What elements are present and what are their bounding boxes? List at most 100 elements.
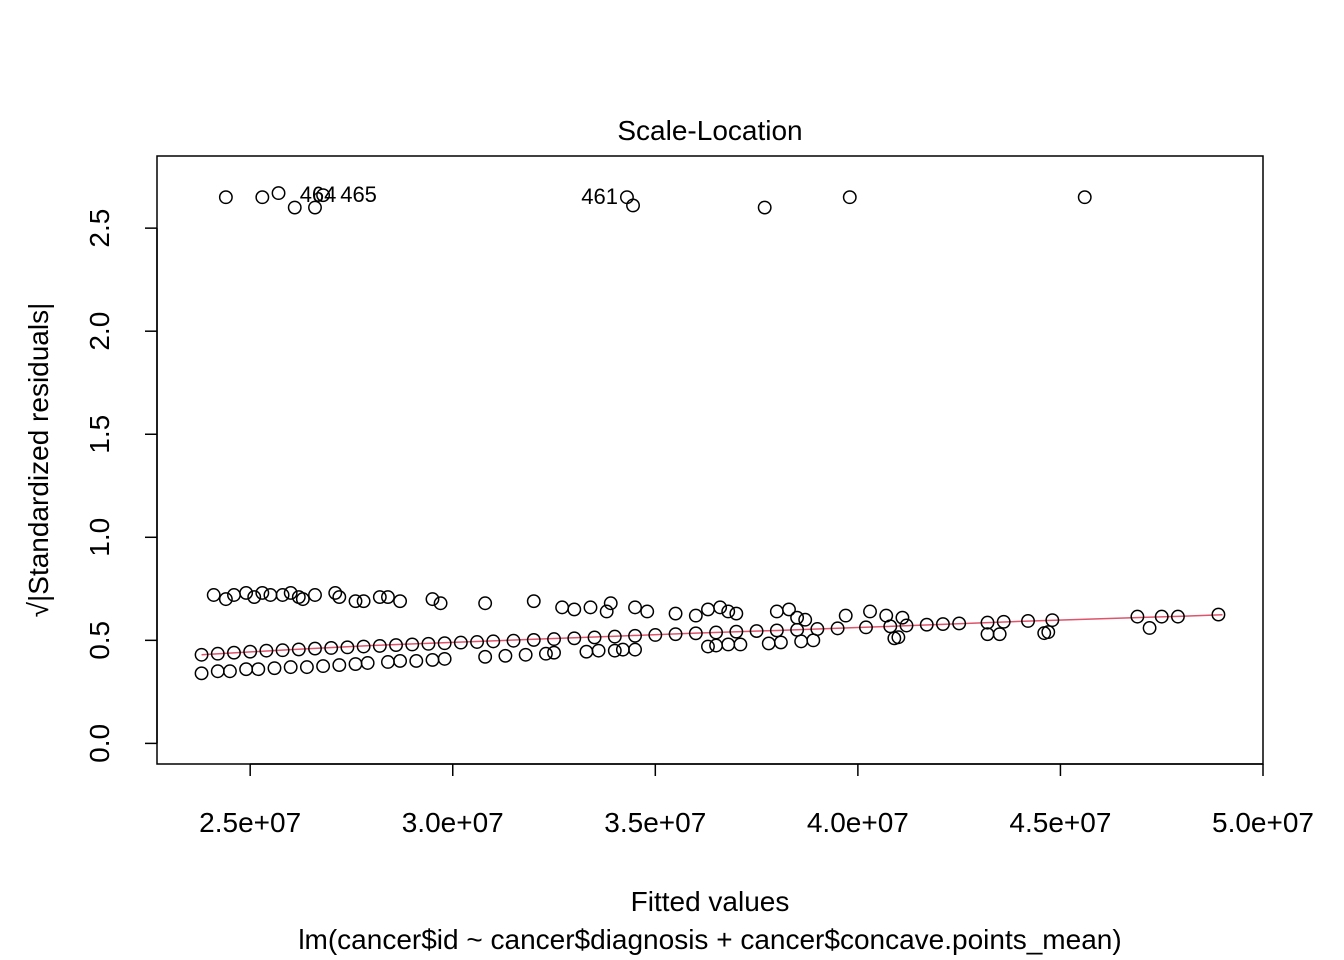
data-point (405, 637, 420, 652)
x-axis-label: Fitted values (631, 886, 790, 917)
data-point (372, 590, 387, 605)
data-point (526, 632, 541, 647)
data-point (478, 596, 493, 611)
data-point (980, 615, 995, 630)
data-point (996, 614, 1011, 629)
data-point (538, 646, 553, 661)
data-point (324, 641, 339, 655)
data-point (271, 186, 286, 201)
data-point (607, 629, 622, 644)
data-point (409, 653, 424, 668)
data-point (769, 623, 784, 638)
data-point (393, 594, 408, 609)
data-point (255, 190, 270, 205)
data-point (299, 660, 314, 675)
data-point (547, 645, 561, 660)
data-point (316, 188, 331, 203)
y-tick-label: 0.5 (84, 621, 115, 660)
data-point (599, 604, 614, 619)
data-point (348, 594, 363, 609)
data-point (591, 643, 606, 658)
data-point (668, 627, 683, 642)
data-point (283, 660, 298, 675)
data-point (701, 639, 715, 654)
data-point (992, 627, 1007, 642)
data-point (210, 646, 225, 661)
data-point (806, 633, 821, 648)
data-point (883, 619, 898, 634)
data-point (194, 666, 209, 681)
data-point (607, 643, 622, 658)
data-point (506, 633, 521, 648)
data-point (259, 643, 274, 658)
y-tick-label: 0.0 (84, 724, 115, 763)
data-point (437, 651, 452, 666)
data-point (899, 618, 914, 633)
y-tick-label: 1.5 (84, 415, 115, 454)
data-point (251, 662, 266, 677)
data-point (721, 604, 736, 619)
data-point (498, 648, 513, 663)
data-point (1142, 621, 1157, 635)
y-tick-label: 2.5 (84, 209, 115, 248)
data-point (842, 190, 857, 205)
data-point (267, 661, 282, 676)
data-point (838, 608, 853, 623)
data-point (1045, 613, 1060, 628)
data-point (372, 638, 387, 653)
data-point (206, 588, 221, 602)
data-point (688, 608, 703, 623)
point-label-461: 461 (581, 184, 618, 209)
data-point (433, 596, 448, 611)
data-point (437, 636, 452, 651)
point-label-464: 464 (300, 182, 337, 207)
x-tick-label: 4.5e+07 (1009, 807, 1111, 838)
data-point (648, 628, 663, 642)
data-point (628, 642, 643, 657)
data-point (1170, 609, 1185, 624)
data-point (628, 600, 643, 615)
data-point (332, 590, 347, 605)
data-point (919, 617, 934, 632)
data-point (526, 594, 541, 609)
data-point (891, 630, 906, 645)
data-point (757, 200, 772, 215)
data-point (1021, 614, 1035, 628)
data-point (283, 585, 298, 600)
data-point (308, 200, 322, 215)
data-point (1041, 625, 1056, 640)
data-point (360, 656, 375, 670)
data-point (952, 616, 967, 631)
y-tick-label: 2.0 (84, 312, 115, 351)
data-point (425, 592, 440, 607)
x-tick-label: 4.0e+07 (807, 807, 909, 838)
data-point (1130, 609, 1145, 624)
data-point (729, 606, 744, 621)
data-point (1154, 609, 1169, 624)
data-point (255, 585, 270, 600)
data-point (291, 642, 306, 657)
data-point (308, 641, 322, 656)
data-point (1077, 190, 1092, 205)
data-point (518, 647, 533, 662)
data-point (421, 636, 436, 651)
data-point (332, 658, 347, 673)
x-tick-label: 3.5e+07 (604, 807, 706, 838)
data-point (688, 626, 703, 641)
data-points (194, 186, 1226, 681)
data-point (316, 659, 331, 674)
data-point (859, 620, 873, 635)
data-point (275, 643, 290, 658)
data-point (380, 590, 395, 605)
data-point (243, 644, 258, 659)
model-formula-subtitle: lm(cancer$id ~ cancer$diagnosis + cancer… (298, 924, 1121, 955)
point-labels: 464 465 461 (300, 182, 618, 209)
data-point (453, 635, 468, 650)
data-point (567, 631, 582, 646)
data-point (603, 596, 618, 611)
data-point (389, 638, 403, 653)
data-point (567, 602, 582, 617)
data-point (356, 639, 371, 654)
data-point (713, 600, 728, 615)
data-point (222, 664, 237, 679)
